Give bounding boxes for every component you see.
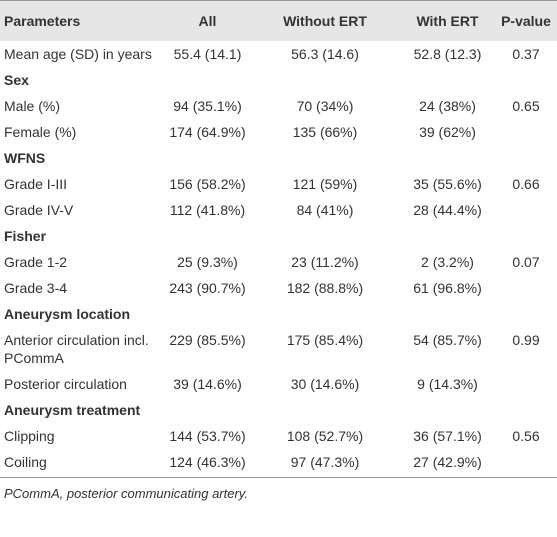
cell-value: 2 (3.2%) [421, 254, 474, 270]
cell-value: 56.3 (14.6) [291, 46, 359, 62]
table-row: Female (%) 174 (64.9%) 135 (66%) 39 (62%) [0, 119, 557, 145]
cell-value: 124 (46.3%) [169, 454, 246, 470]
cell-value: 0.07 [512, 254, 540, 270]
row-label: Mean age (SD) in years [4, 46, 152, 62]
empty-cell [495, 371, 557, 397]
row-label: Male (%) [4, 98, 61, 114]
table-row: WFNS [0, 145, 557, 171]
empty-cell [495, 449, 557, 478]
cell-value: 156 (58.2%) [169, 176, 246, 192]
cell-value: 97 (47.3%) [290, 454, 360, 470]
empty-cell [495, 197, 557, 223]
table-body: Mean age (SD) in years 55.4 (14.1) 56.3 (1… [0, 41, 557, 478]
table-row: Aneurysm treatment [0, 397, 557, 423]
section-label: Fisher [4, 228, 47, 244]
footnote: PCommA, posterior communicating artery. [4, 486, 248, 501]
row-label: Grade IV-V [4, 202, 74, 218]
row-label: Female (%) [4, 124, 77, 140]
cell-value: 55.4 (14.1) [173, 46, 242, 62]
header-cell: P-value [501, 13, 551, 29]
table-header: Parameters All Without ERT With ERT P-value [0, 0, 557, 41]
cell-value: 52.8 (12.3) [413, 46, 482, 62]
empty-cell [495, 275, 557, 301]
empty-cell [495, 119, 557, 145]
table-row: Grade IV-V 112 (41.8%) 84 (41%) 28 (44.4%) [0, 197, 557, 223]
cell-value: 36 (57.1%) [413, 428, 482, 444]
header-cell: With ERT [416, 13, 479, 29]
table-row: Sex [0, 67, 557, 93]
cell-value: 0.37 [512, 46, 540, 62]
row-label: Grade 1-2 [4, 254, 68, 270]
header-cell: All [198, 13, 217, 29]
cell-value: 39 (14.6%) [173, 376, 242, 392]
table-row: Clipping 144 (53.7%) 108 (52.7%) 36 (57.1%)… [0, 423, 557, 449]
row-label: Coiling [4, 454, 47, 470]
cell-value: 23 (11.2%) [291, 254, 359, 270]
cell-value: 108 (52.7%) [286, 428, 364, 444]
cell-value: 175 (85.4%) [286, 332, 364, 348]
cell-value: 121 (59%) [292, 176, 358, 192]
cell-value: 243 (90.7%) [169, 280, 246, 296]
cell-value: 84 (41%) [296, 202, 354, 218]
cell-value: 39 (62%) [419, 124, 476, 140]
cell-value: 0.66 [512, 176, 540, 192]
cell-value: 135 (66%) [292, 124, 358, 140]
cell-value: 61 (96.8%) [413, 280, 482, 296]
table-row: Fisher [0, 223, 557, 249]
table-row: Grade 1-2 25 (9.3%) 23 (11.2%) 2 (3.2%) 0.07 [0, 249, 557, 275]
cell-value: 35 (55.6%) [413, 176, 482, 192]
cell-value: 28 (44.4%) [413, 202, 482, 218]
cell-value: 30 (14.6%) [290, 376, 360, 392]
cell-value: 24 (38%) [419, 98, 476, 114]
cell-value: 144 (53.7%) [169, 428, 246, 444]
table-row: Coiling 124 (46.3%) 97 (47.3%) 27 (42.9%) [0, 449, 557, 478]
cell-value: 229 (85.5%) [169, 332, 246, 348]
section-label: Sex [4, 72, 29, 88]
row-label: Anterior circulation incl. PCommA [4, 332, 149, 366]
table-row: Male (%) 94 (35.1%) 70 (34%) 24 (38%) 0.65 [0, 93, 557, 119]
section-label: Aneurysm location [4, 306, 131, 322]
row-label: Grade 3-4 [4, 280, 68, 296]
header-cell: Without ERT [283, 13, 367, 29]
cell-value: 112 (41.8%) [169, 202, 246, 218]
cell-value: 94 (35.1%) [173, 98, 242, 114]
section-label: WFNS [4, 150, 46, 166]
row-label: Clipping [4, 428, 55, 444]
cell-value: 54 (85.7%) [413, 332, 482, 348]
cell-value: 182 (88.8%) [286, 280, 364, 296]
cell-value: 70 (34%) [296, 98, 354, 114]
cell-value: 25 (9.3%) [177, 254, 238, 270]
header-cell: Parameters [4, 13, 81, 29]
cell-value: 9 (14.3%) [417, 376, 478, 392]
data-table: Parameters All Without ERT With ERT P-value … [0, 0, 557, 478]
row-label: Grade I-III [4, 176, 68, 192]
table-row: Posterior circulation 39 (14.6%) 30 (14.6%… [0, 371, 557, 397]
row-label: Posterior circulation [4, 376, 127, 392]
cell-value: 27 (42.9%) [413, 454, 482, 470]
table-row: Mean age (SD) in years 55.4 (14.1) 56.3 (1… [0, 41, 557, 67]
table-row: Grade I-III 156 (58.2%) 121 (59%) 35 (55.6%… [0, 171, 557, 197]
cell-value: 0.56 [512, 428, 540, 444]
table-row: Grade 3-4 243 (90.7%) 182 (88.8%) 61 (96.8%… [0, 275, 557, 301]
cell-value: 0.65 [512, 98, 540, 114]
header-row: Parameters All Without ERT With ERT P-value [0, 0, 557, 41]
table-row: Aneurysm location [0, 301, 557, 327]
cell-value: 174 (64.9%) [169, 124, 246, 140]
section-label: Aneurysm treatment [4, 402, 141, 418]
table-row: Anterior circulation incl. PCommA 229 (85… [0, 327, 557, 371]
cell-value: 0.99 [512, 332, 540, 348]
